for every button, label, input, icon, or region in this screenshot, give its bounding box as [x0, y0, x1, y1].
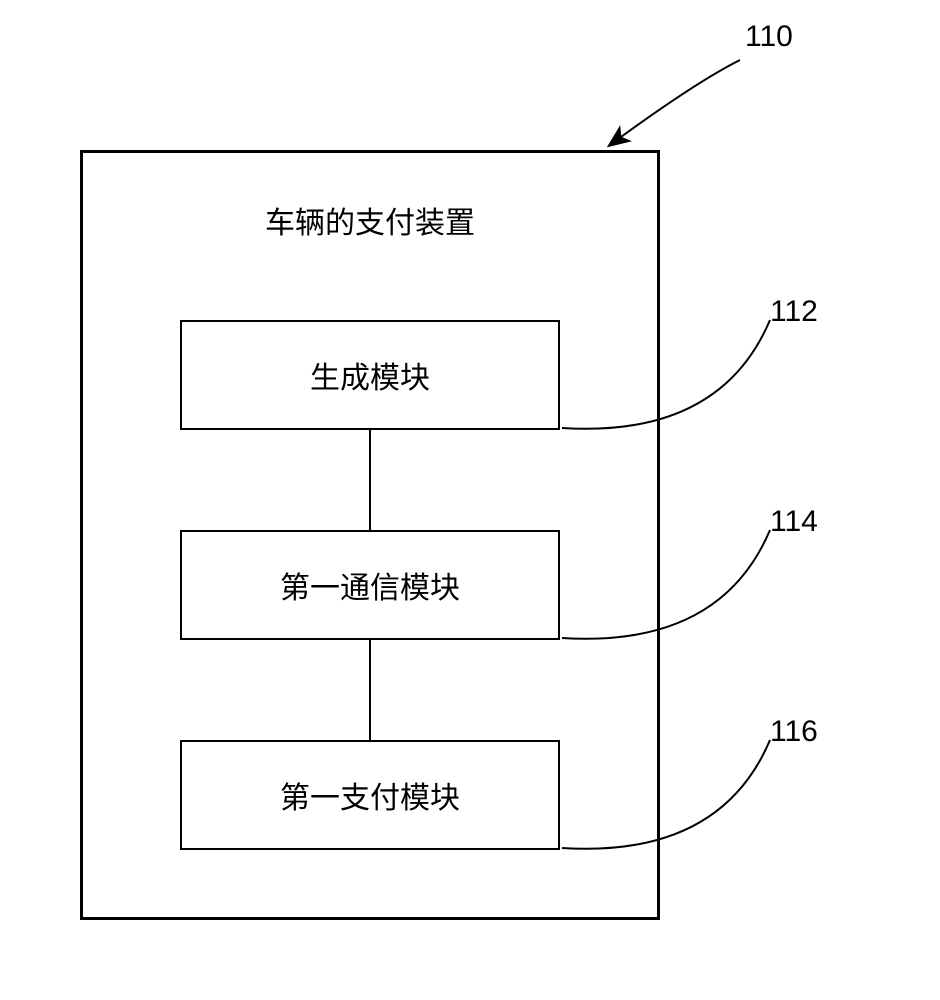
arrow-svg	[0, 0, 940, 1000]
